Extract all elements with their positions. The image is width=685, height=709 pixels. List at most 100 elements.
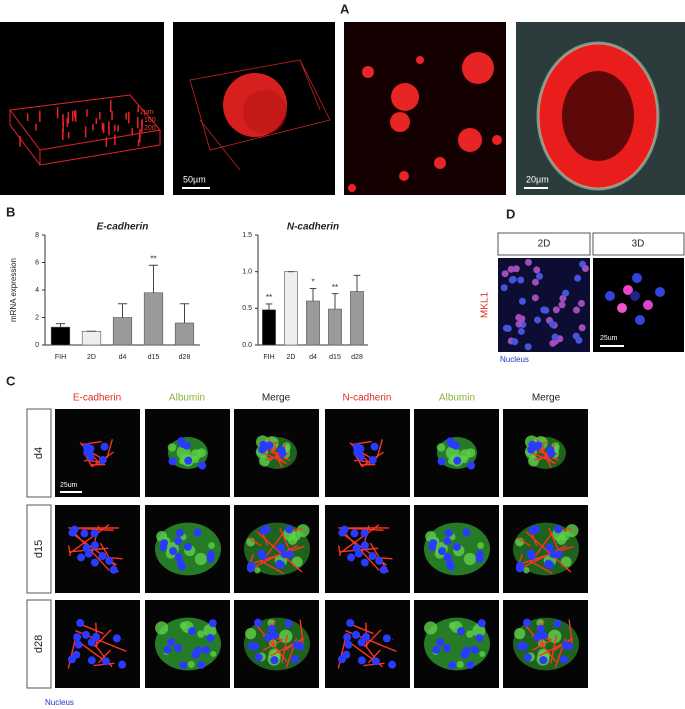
bar: [112, 317, 133, 346]
albumin-spot: [194, 552, 207, 566]
scale-label: 20µm: [526, 174, 549, 184]
x-tick-label: d28: [351, 354, 363, 361]
nucleus: [72, 650, 81, 659]
nucleus: [445, 560, 454, 569]
nucleus: [264, 633, 273, 642]
spheroid: [434, 157, 446, 169]
scale-label: 25um: [60, 482, 78, 489]
scale-label: 50µm: [183, 174, 206, 184]
nucleus: [101, 657, 110, 666]
x-tick-label: d4: [309, 354, 317, 361]
nucleus: [82, 544, 91, 553]
x-tick-label: d4: [119, 354, 127, 361]
albumin-spot: [208, 542, 215, 549]
nucleus: [553, 619, 562, 628]
row-box: [26, 408, 52, 498]
y-tick-label: 1.5: [242, 232, 252, 239]
significance: *: [311, 278, 314, 287]
x-tick-label: 2D: [287, 354, 296, 361]
spheroid: [399, 171, 409, 181]
nucleus: [475, 633, 484, 642]
nucleus: [340, 525, 349, 534]
nucleus: [623, 285, 633, 295]
nucleus: [500, 284, 508, 292]
column-header: 3D: [632, 239, 645, 250]
micrograph: [344, 22, 506, 195]
nucleus: [524, 258, 532, 266]
nucleus: [437, 457, 446, 466]
nucleus: [90, 529, 99, 538]
nucleus: [258, 552, 267, 561]
nucleus: [112, 634, 121, 643]
spheroid: [458, 128, 482, 152]
legend: Nucleus: [500, 355, 529, 364]
nucleus: [523, 618, 532, 627]
nucleus: [559, 294, 567, 302]
nucleus: [523, 653, 532, 662]
nucleus: [276, 543, 285, 552]
wireframe: [9, 94, 161, 166]
column-header: 2D: [538, 239, 551, 250]
nucleus: [533, 633, 542, 642]
micrographs: [0, 22, 685, 688]
significance: **: [266, 293, 272, 302]
nucleus: [549, 550, 558, 559]
bar: [50, 326, 71, 346]
albumin-spot: [291, 531, 301, 541]
nucleus: [442, 644, 451, 653]
nucleus: [617, 303, 627, 313]
nucleus: [533, 316, 541, 324]
nucleus: [173, 644, 182, 653]
nucleus: [515, 564, 524, 573]
nucleus: [270, 656, 279, 665]
nucleus: [90, 541, 99, 550]
bar: [81, 330, 102, 346]
nucleus: [546, 560, 555, 569]
nucleus: [92, 632, 101, 641]
row-label: d28: [33, 635, 45, 653]
nucleus: [206, 633, 215, 642]
nucleus: [356, 452, 365, 461]
nucleus: [352, 630, 361, 639]
nucleus: [105, 556, 114, 565]
nucleus: [77, 553, 86, 562]
spheroid: [348, 184, 356, 192]
nucleus: [443, 553, 452, 562]
nucleus: [174, 537, 183, 546]
nucleus: [284, 619, 293, 628]
bar: [262, 309, 276, 346]
column-header: Merge: [262, 393, 291, 404]
nucleus: [533, 266, 541, 274]
spheroid: [362, 66, 374, 78]
nucleus: [539, 656, 548, 665]
nucleus: [504, 324, 512, 332]
albumin-spot: [514, 628, 526, 640]
x-tick-label: d15: [329, 354, 341, 361]
nucleus: [466, 660, 475, 669]
nucleus: [206, 554, 215, 563]
nucleus: [630, 291, 640, 301]
nucleus: [193, 528, 202, 537]
albumin-spot: [528, 455, 539, 467]
bar: [284, 271, 298, 346]
chart-title: N-cadherin: [287, 222, 339, 233]
nucleus: [368, 552, 377, 561]
bar: [174, 322, 195, 346]
nucleus: [100, 442, 109, 451]
nucleus: [370, 442, 379, 451]
membrane: [247, 527, 305, 575]
nucleus: [632, 273, 642, 283]
row-label: d4: [33, 447, 45, 459]
nucleus: [549, 339, 557, 347]
nucleus: [87, 656, 96, 665]
nucleus: [90, 558, 99, 567]
nucleus: [452, 542, 461, 551]
nucleus: [357, 656, 366, 665]
nucleus: [517, 327, 525, 335]
nucleus: [280, 550, 289, 559]
nucleus: [208, 619, 217, 628]
nucleus: [524, 343, 532, 351]
nucleus: [201, 645, 210, 654]
column-header: Albumin: [439, 393, 475, 404]
nucleus: [167, 638, 176, 647]
